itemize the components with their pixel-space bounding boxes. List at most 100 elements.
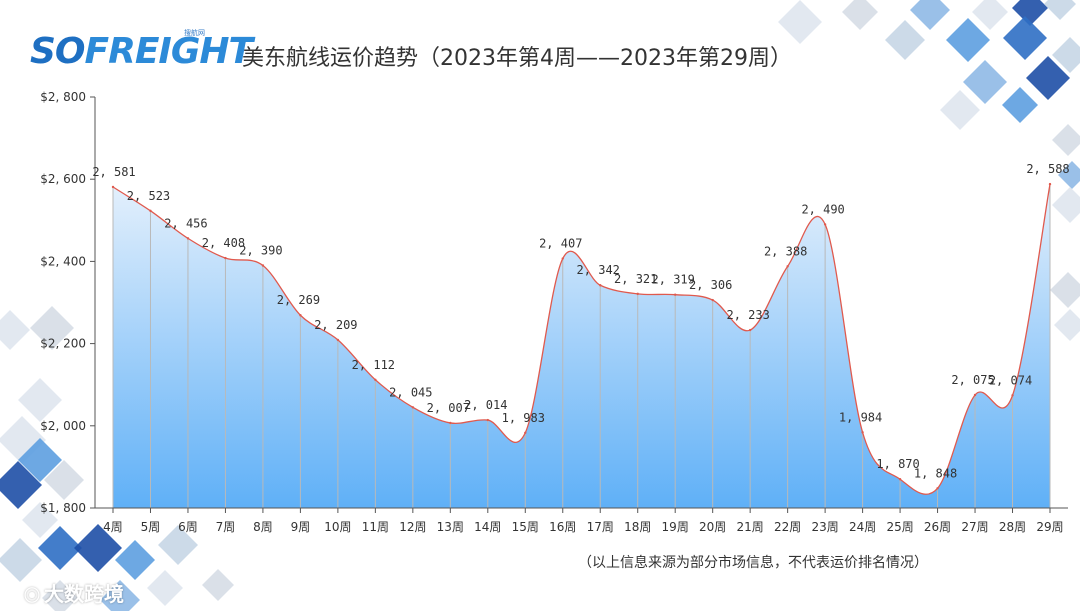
- data-point: [636, 292, 639, 296]
- decor-diamond: [940, 90, 980, 130]
- data-point: [1048, 182, 1052, 186]
- x-tick-label: 5周: [141, 520, 161, 534]
- data-label: 2, 045: [389, 385, 432, 399]
- decor-diamond: [1052, 124, 1080, 156]
- watermark-text: 大数跨境: [44, 582, 125, 606]
- x-tick-label: 13周: [437, 520, 464, 534]
- data-label: 1, 983: [502, 411, 545, 425]
- logo-subtitle: 搜航网: [184, 29, 205, 37]
- data-label: 2, 523: [127, 189, 170, 203]
- decor-diamond: [1012, 0, 1048, 26]
- decor-diamond: [963, 60, 1007, 104]
- area-fill: [113, 184, 1050, 508]
- data-label: 2, 075: [951, 373, 994, 387]
- decor-diamond: [1052, 187, 1080, 223]
- data-point: [486, 418, 489, 422]
- y-tick-label: $2, 200: [40, 337, 86, 351]
- decor-diamond: [22, 502, 58, 538]
- decor-diamond: [0, 416, 46, 464]
- decor-diamond: [910, 0, 950, 30]
- decor-diamond: [115, 540, 155, 580]
- data-label: 2, 209: [314, 318, 357, 332]
- decor-diamond: [18, 438, 62, 482]
- data-point: [711, 298, 714, 302]
- x-tick-label: 26周: [924, 520, 951, 534]
- decor-diamond: [842, 0, 878, 30]
- x-tick-label: 4周: [103, 520, 123, 534]
- x-tick-label: 6周: [178, 520, 198, 534]
- data-point: [411, 406, 415, 409]
- x-tick-label: 21周: [737, 520, 764, 534]
- decor-diamond: [1044, 0, 1076, 20]
- x-tick-label: 17周: [587, 520, 614, 534]
- data-label: 2, 490: [801, 202, 844, 216]
- data-label: 1, 870: [876, 457, 919, 471]
- y-tick-label: $2, 000: [40, 419, 86, 433]
- data-point: [561, 257, 564, 260]
- sofreight-logo: SOFREIGHT: [30, 31, 253, 72]
- data-label: 2, 388: [764, 244, 807, 258]
- data-label: 2, 233: [726, 308, 769, 322]
- decor-diamond: [147, 570, 183, 606]
- data-point: [186, 237, 190, 240]
- data-point: [973, 393, 977, 397]
- decor-diamond: [1058, 161, 1080, 189]
- decor-diamond: [158, 525, 198, 565]
- data-label: 2, 319: [652, 273, 695, 287]
- data-label: 2, 456: [164, 216, 207, 230]
- decor-diamond: [202, 569, 234, 601]
- x-tick-label: 24周: [849, 520, 876, 534]
- x-tick-label: 22周: [774, 520, 801, 534]
- data-label: 2, 407: [539, 237, 582, 251]
- y-tick-label: $2, 400: [40, 254, 86, 268]
- decor-diamond: [18, 378, 62, 422]
- x-tick-label: 9周: [291, 520, 311, 534]
- x-tick-label: 27周: [961, 520, 988, 534]
- decor-diamond: [0, 310, 30, 350]
- data-point: [936, 487, 939, 490]
- data-point: [823, 223, 827, 226]
- data-label: 2, 581: [92, 165, 135, 179]
- x-tick-label: 20周: [699, 520, 726, 534]
- decor-diamond: [100, 580, 140, 611]
- data-point: [149, 209, 152, 213]
- x-tick-label: 18周: [624, 520, 651, 534]
- data-point: [898, 478, 902, 481]
- data-label: 2, 112: [352, 358, 395, 372]
- watermark: ⦿ 大数跨境: [24, 578, 124, 607]
- data-label: 2, 269: [277, 293, 320, 307]
- x-tick-label: 12周: [399, 520, 426, 534]
- data-label: 1, 848: [914, 466, 957, 480]
- data-point: [374, 378, 377, 381]
- decor-diamond: [885, 20, 925, 60]
- x-tick-label: 19周: [662, 520, 689, 534]
- decor-diamond: [972, 0, 1008, 30]
- data-point: [599, 284, 602, 287]
- decor-diamond: [30, 306, 74, 350]
- decor-diamond: [1002, 87, 1038, 123]
- x-tick-label: 7周: [216, 520, 236, 534]
- decor-diamond: [1054, 309, 1080, 341]
- x-tick-label: 14周: [474, 520, 501, 534]
- decor-diamond: [1003, 16, 1047, 60]
- y-tick-label: $1, 800: [40, 501, 86, 515]
- source-note: （以上信息来源为部分市场信息，不代表运价排名情况）: [578, 555, 928, 571]
- y-tick-label: $2, 600: [40, 172, 86, 186]
- data-point: [861, 431, 864, 434]
- data-point: [524, 431, 527, 434]
- data-label: 2, 074: [989, 373, 1032, 387]
- data-label: 2, 408: [202, 236, 245, 250]
- x-tick-label: 29周: [1036, 520, 1063, 534]
- data-label: 2, 321: [614, 272, 657, 286]
- x-tick-label: 23周: [811, 520, 838, 534]
- x-tick-label: 10周: [324, 520, 351, 534]
- decor-diamond: [778, 0, 822, 44]
- data-point: [748, 328, 752, 332]
- decor-diamond: [44, 460, 84, 500]
- series-line: [112, 184, 1051, 495]
- data-label: 2, 588: [1026, 162, 1069, 176]
- decor-diamond: [0, 538, 42, 582]
- data-point: [224, 256, 227, 260]
